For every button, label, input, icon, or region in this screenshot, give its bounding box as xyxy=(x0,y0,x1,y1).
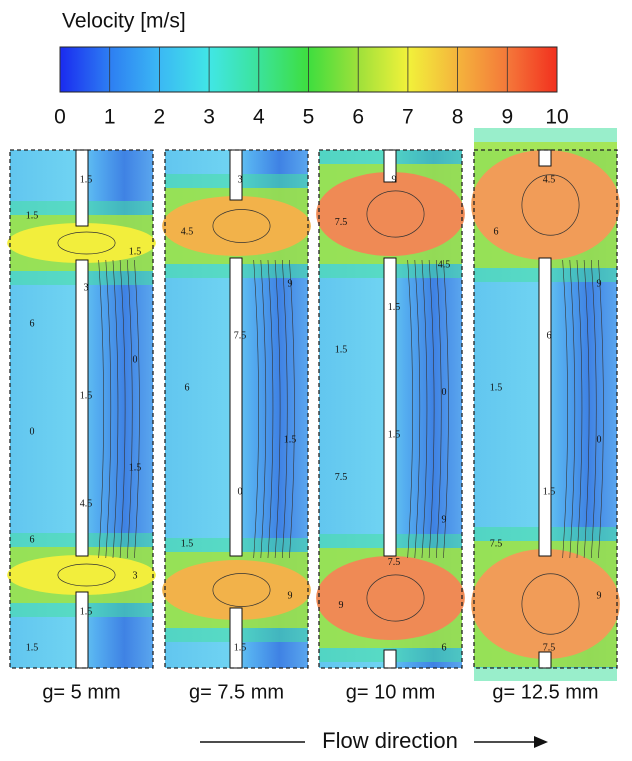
contour-label: 4.5 xyxy=(181,226,194,237)
colorbar-tick-label: 1 xyxy=(104,106,116,129)
contour-label: 7.5 xyxy=(234,330,247,341)
contour-label: 9 xyxy=(288,278,293,289)
jet-core xyxy=(316,172,465,256)
colorbar-tick-label: 7 xyxy=(402,106,414,129)
colorbar-tick-label: 4 xyxy=(253,106,265,129)
contour-label: 6 xyxy=(185,382,190,393)
contour-label: 9 xyxy=(339,600,344,611)
contour-label: 1.5 xyxy=(80,606,93,617)
plate xyxy=(76,260,88,556)
contour-label: 1.5 xyxy=(80,174,93,185)
panel-label: g= 12.5 mm xyxy=(492,681,598,703)
contour-label: 0 xyxy=(238,486,243,497)
contour-label: 1.5 xyxy=(129,462,142,473)
contour-label: 1.5 xyxy=(234,642,247,653)
contour-label: 9 xyxy=(597,590,602,601)
colorbar-tick-label: 10 xyxy=(545,106,568,129)
contour-label: 1.5 xyxy=(26,210,39,221)
contour-label: 9 xyxy=(288,590,293,601)
colorbar-tick-label: 8 xyxy=(452,106,464,129)
contour-label: 7.5 xyxy=(490,538,503,549)
contour-label: 4.5 xyxy=(438,259,451,270)
jet-core xyxy=(316,556,465,640)
panel-label: g= 10 mm xyxy=(346,681,435,703)
contour-label: 7.5 xyxy=(543,642,556,653)
contour-label: 1.5 xyxy=(490,382,503,393)
contour-label: 1.5 xyxy=(26,642,39,653)
plate xyxy=(384,650,396,668)
contour-label: 6 xyxy=(547,330,552,341)
arrow-head xyxy=(534,736,548,748)
contour-label: 1.5 xyxy=(129,246,142,257)
contour-label: 9 xyxy=(392,174,397,185)
contour-label: 1.5 xyxy=(388,430,401,441)
contour-label: 1.5 xyxy=(335,344,348,355)
contour-label: 6 xyxy=(494,226,499,237)
colorbar-tick-label: 3 xyxy=(203,106,215,129)
contour-label: 0 xyxy=(30,426,35,437)
contour-label: 4.5 xyxy=(543,174,556,185)
panel-label: g= 5 mm xyxy=(42,681,120,703)
contour-label: 4.5 xyxy=(80,498,93,509)
contour-label: 3 xyxy=(238,174,243,185)
contour-label: 3 xyxy=(133,570,138,581)
panel: 3 4.5 9 7.5 6 1.5 0 1.5 9 1.5 xyxy=(162,150,311,668)
plate xyxy=(539,652,551,668)
panel-label: g= 7.5 mm xyxy=(189,681,284,703)
plate xyxy=(539,150,551,166)
colorbar-tick-label: 9 xyxy=(501,106,513,129)
x-label: Flow direction xyxy=(322,728,458,753)
plate xyxy=(539,258,551,556)
colorbar-tick-label: 2 xyxy=(154,106,166,129)
plate xyxy=(76,150,88,226)
contour-label: 7.5 xyxy=(335,472,348,483)
contour-label: 0 xyxy=(442,387,447,398)
plate xyxy=(230,258,242,556)
contour-label: 6 xyxy=(30,318,35,329)
contour-label: 1.5 xyxy=(388,302,401,313)
contour-label: 1.5 xyxy=(80,390,93,401)
panel: 1.5 1.5 1.5 3 6 0 1.5 0 1.5 4.5 6 3 1.5 1.5 xyxy=(7,150,156,668)
panel: 4.5 6 9 6 1.5 0 1.5 7.5 9 7.5 xyxy=(471,128,620,681)
colorbar-title: Velocity [m/s] xyxy=(62,10,186,33)
panel: 9 7.5 4.5 1.5 1.5 0 1.5 7.5 9 7.5 9 6 xyxy=(316,150,465,668)
contour-label: 0 xyxy=(597,434,602,445)
contour-label: 6 xyxy=(30,534,35,545)
contour-label: 7.5 xyxy=(388,557,401,568)
contour-label: 1.5 xyxy=(284,434,297,445)
figure: Velocity [m/s] Flow direction 0 1 2 3 4 5 6 7 8 9… xyxy=(0,0,632,756)
contour-label: 3 xyxy=(84,282,89,293)
contour-label: 7.5 xyxy=(335,217,348,228)
colorbar-tick-label: 0 xyxy=(54,106,66,129)
colorbar-tick-label: 6 xyxy=(352,106,364,129)
contour-label: 1.5 xyxy=(543,486,556,497)
contour-label: 9 xyxy=(442,515,447,526)
contour-label: 1.5 xyxy=(181,538,194,549)
colorbar-tick-label: 5 xyxy=(303,106,315,129)
plate xyxy=(76,592,88,668)
contour-label: 6 xyxy=(442,642,447,653)
plate xyxy=(230,608,242,668)
contour-label: 9 xyxy=(597,278,602,289)
contour-label: 0 xyxy=(133,354,138,365)
